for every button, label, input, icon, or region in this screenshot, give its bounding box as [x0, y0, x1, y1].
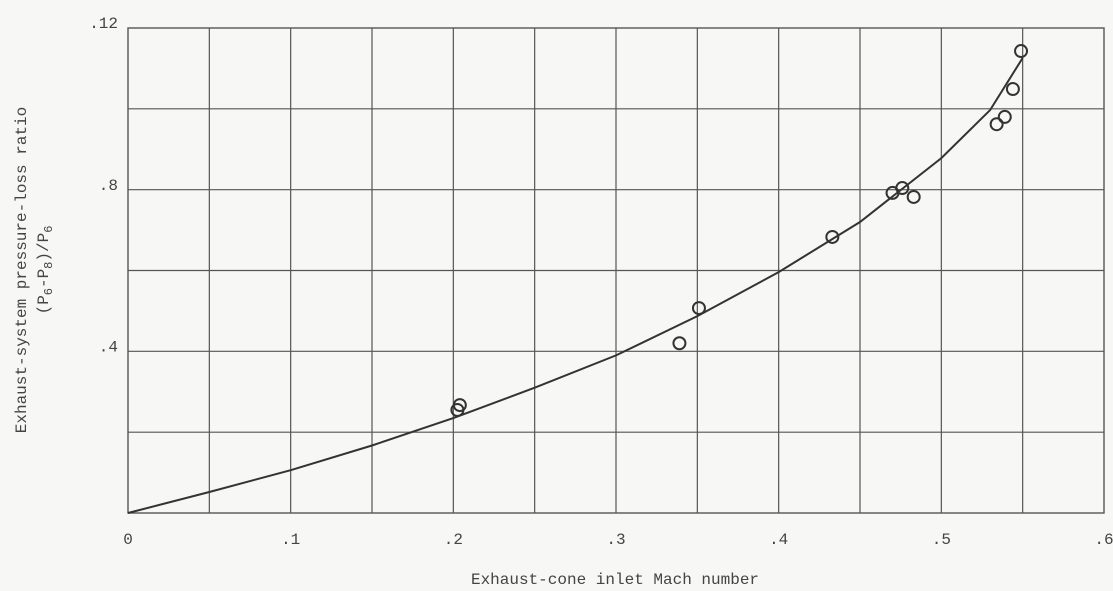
y-tick-label: .8	[99, 177, 118, 195]
subscript: 6	[42, 226, 56, 233]
formula-part: (P	[35, 295, 53, 314]
x-tick-label: .2	[444, 531, 463, 549]
y-tick-label: .12	[89, 15, 118, 33]
y-axis-label: Exhaust-system pressure-loss ratio	[13, 107, 31, 433]
data-point	[1005, 82, 1020, 97]
x-tick-label: .4	[769, 531, 788, 549]
subscript: 8	[42, 262, 56, 269]
subscript: 6	[42, 288, 56, 295]
formula-part: )/P	[35, 233, 53, 262]
data-point	[1014, 44, 1029, 59]
data-point	[906, 189, 921, 204]
x-axis-label: Exhaust-cone inlet Mach number	[471, 571, 759, 589]
plot-frame	[127, 27, 1105, 514]
x-tick-label: .5	[932, 531, 951, 549]
data-point	[997, 109, 1012, 124]
data-point	[672, 336, 687, 351]
data-point	[895, 181, 910, 196]
x-tick-label: .3	[606, 531, 625, 549]
fit-curve	[127, 57, 1024, 514]
y-axis-label-formula: (P6-P8)/P6	[35, 226, 56, 315]
y-tick-label: .4	[99, 339, 118, 357]
x-tick-label: .6	[1094, 531, 1113, 549]
data-point	[452, 398, 467, 413]
data-point	[825, 229, 840, 244]
data-point	[989, 117, 1004, 132]
data-point	[691, 301, 706, 316]
formula-part: -P	[35, 269, 53, 288]
x-tick-label: .1	[281, 531, 300, 549]
x-tick-label: 0	[123, 531, 133, 549]
